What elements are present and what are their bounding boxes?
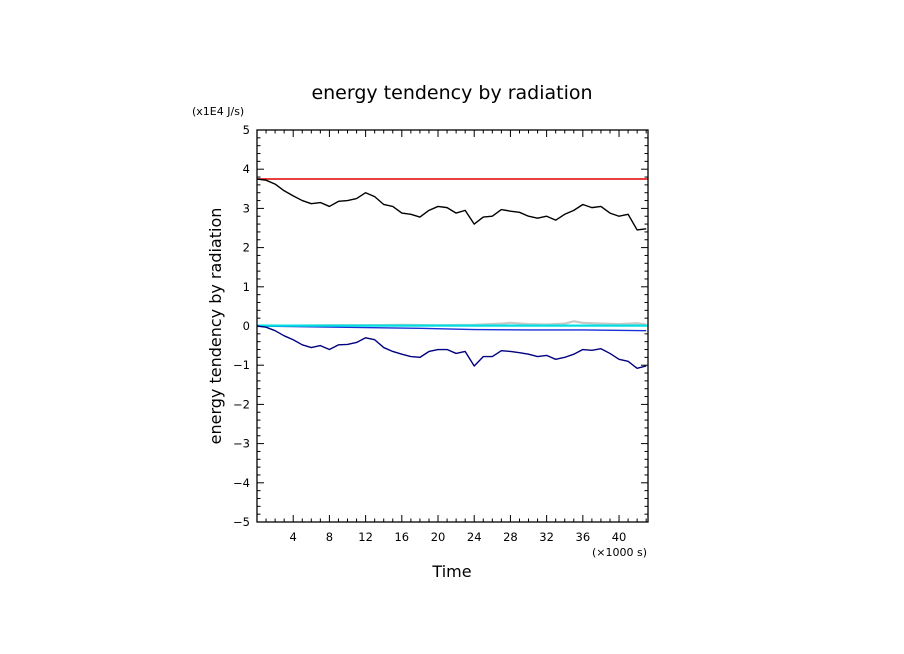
y-unit-label: (x1E4 J/s)	[192, 105, 244, 118]
y-tick-label: 1	[243, 280, 250, 294]
x-tick-label: 20	[431, 530, 446, 544]
x-tick-label: 32	[539, 530, 554, 544]
x-tick-label: 36	[576, 530, 591, 544]
series-line-4	[256, 325, 647, 332]
y-axis-label: energy tendency by radiation	[206, 208, 225, 445]
y-tick-label: 0	[243, 319, 250, 333]
y-tick-label: −2	[233, 397, 250, 411]
plot-frame	[256, 129, 649, 523]
x-axis-label: Time	[431, 562, 471, 581]
x-tick-label: 40	[612, 530, 627, 544]
y-tick-label: −5	[233, 515, 250, 529]
series-line-2	[256, 178, 647, 231]
x-tick-label: 28	[503, 530, 518, 544]
series-line-6	[256, 325, 647, 370]
y-tick-label: −1	[233, 358, 250, 372]
y-tick-label: 3	[243, 201, 250, 215]
y-tick-label: 4	[243, 162, 250, 176]
y-tick-label: 2	[243, 241, 250, 255]
x-tick-label: 12	[358, 530, 373, 544]
y-tick-label: 5	[243, 123, 250, 137]
x-tick-label: 16	[394, 530, 409, 544]
x-tick-label: 4	[290, 530, 297, 544]
y-tick-label: −3	[233, 437, 250, 451]
x-tick-label: 24	[467, 530, 482, 544]
chart-title: energy tendency by radiation	[311, 82, 592, 104]
series-layer	[256, 178, 648, 370]
y-tick-label: −4	[233, 476, 250, 490]
x-tick-label: 8	[326, 530, 333, 544]
x-unit-label: (×1000 s)	[592, 546, 647, 559]
